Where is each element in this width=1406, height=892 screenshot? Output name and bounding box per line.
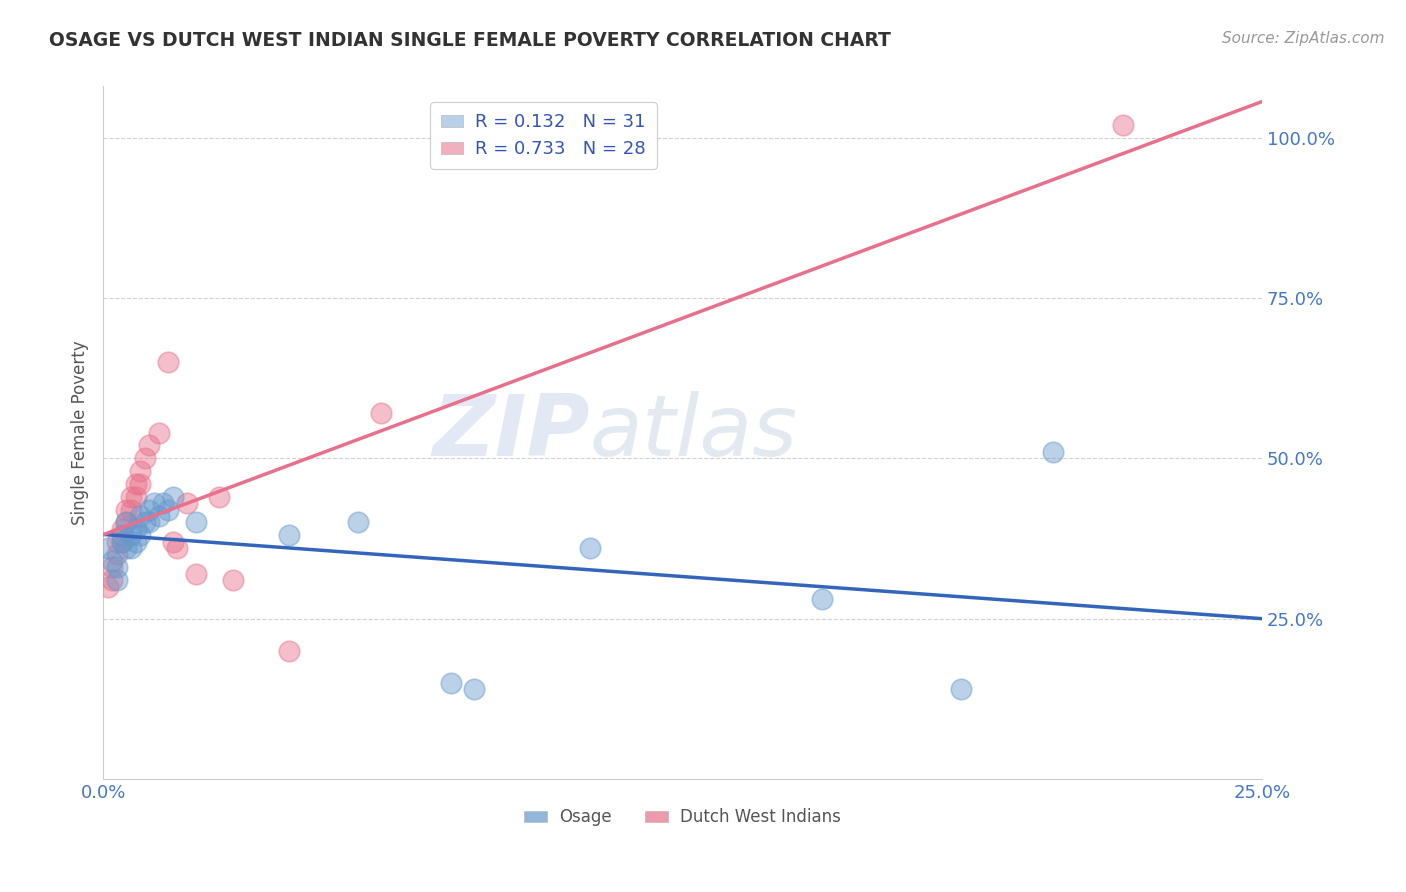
Point — [105, 534, 128, 549]
Point — [111, 522, 134, 536]
Point — [97, 580, 120, 594]
Point — [148, 425, 170, 440]
Point — [277, 528, 299, 542]
Point — [134, 451, 156, 466]
Point — [115, 502, 138, 516]
Point — [111, 534, 134, 549]
Point — [115, 541, 138, 555]
Point — [120, 541, 142, 555]
Point — [124, 522, 146, 536]
Point — [115, 516, 138, 530]
Point — [129, 508, 152, 523]
Legend: Osage, Dutch West Indians: Osage, Dutch West Indians — [517, 802, 848, 833]
Point — [208, 490, 231, 504]
Point — [370, 406, 392, 420]
Point — [152, 496, 174, 510]
Point — [124, 534, 146, 549]
Point — [162, 534, 184, 549]
Point — [138, 502, 160, 516]
Point — [101, 560, 124, 574]
Point — [138, 516, 160, 530]
Point — [162, 490, 184, 504]
Point — [129, 477, 152, 491]
Point — [148, 508, 170, 523]
Point — [120, 528, 142, 542]
Point — [810, 592, 832, 607]
Point — [138, 438, 160, 452]
Point — [129, 528, 152, 542]
Point — [101, 573, 124, 587]
Point — [111, 534, 134, 549]
Point — [120, 502, 142, 516]
Point — [347, 516, 370, 530]
Point — [1112, 118, 1135, 132]
Text: Source: ZipAtlas.com: Source: ZipAtlas.com — [1222, 31, 1385, 46]
Point — [124, 490, 146, 504]
Point — [111, 528, 134, 542]
Point — [124, 477, 146, 491]
Point — [101, 554, 124, 568]
Y-axis label: Single Female Poverty: Single Female Poverty — [72, 341, 89, 525]
Point — [129, 464, 152, 478]
Point — [184, 566, 207, 581]
Point — [97, 541, 120, 555]
Point — [184, 516, 207, 530]
Point — [578, 541, 600, 555]
Point — [277, 643, 299, 657]
Point — [166, 541, 188, 555]
Point — [115, 516, 138, 530]
Point — [105, 548, 128, 562]
Point — [105, 560, 128, 574]
Point — [143, 496, 166, 510]
Point — [157, 355, 180, 369]
Point — [440, 675, 463, 690]
Point — [463, 682, 485, 697]
Point — [1042, 445, 1064, 459]
Point — [176, 496, 198, 510]
Point — [949, 682, 972, 697]
Point — [157, 502, 180, 516]
Text: ZIP: ZIP — [432, 391, 589, 475]
Point — [134, 516, 156, 530]
Point — [120, 490, 142, 504]
Point — [105, 573, 128, 587]
Text: atlas: atlas — [589, 391, 797, 475]
Point — [222, 573, 245, 587]
Text: OSAGE VS DUTCH WEST INDIAN SINGLE FEMALE POVERTY CORRELATION CHART: OSAGE VS DUTCH WEST INDIAN SINGLE FEMALE… — [49, 31, 891, 50]
